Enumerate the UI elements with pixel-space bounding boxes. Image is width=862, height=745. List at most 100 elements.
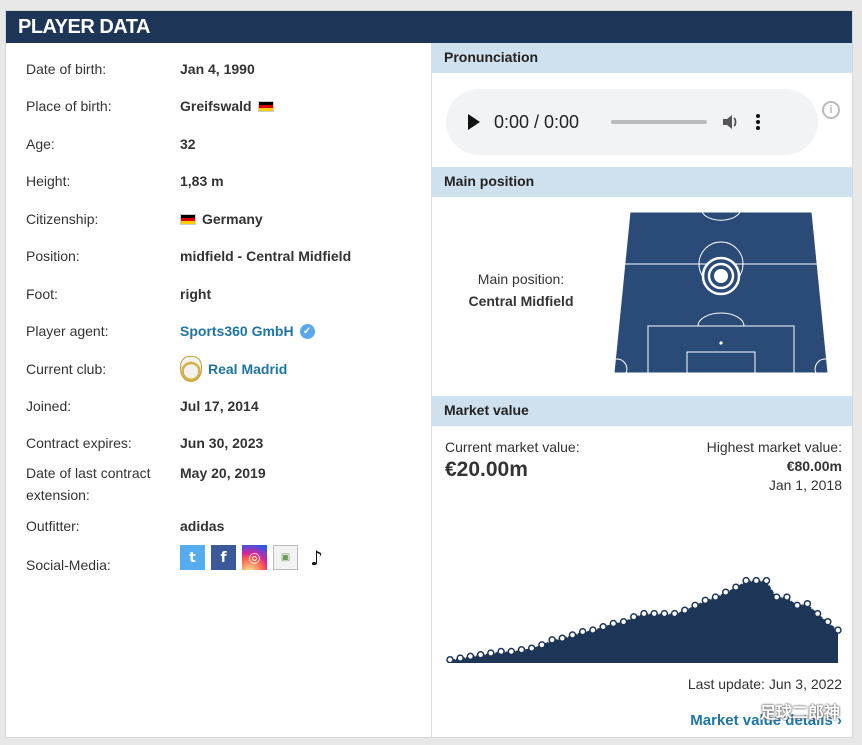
chart-point xyxy=(772,593,781,601)
player-data-box: PLAYER DATA Date of birth: Jan 4, 1990 P… xyxy=(5,10,853,738)
pronunciation-header: Pronunciation xyxy=(432,43,852,73)
audio-player: 0:00 / 0:00 xyxy=(446,89,818,155)
info-label: Date of birth: xyxy=(26,61,107,77)
chart-point xyxy=(640,609,648,618)
chart-point xyxy=(711,593,720,601)
volume-icon[interactable] xyxy=(721,112,741,132)
chart-point xyxy=(609,619,618,628)
chart-point xyxy=(834,626,842,634)
chart-point xyxy=(538,641,546,649)
info-label: Current club: xyxy=(26,361,107,377)
chart-point xyxy=(548,636,556,644)
tiktok-icon[interactable]: ♪ xyxy=(304,545,329,570)
chart-point xyxy=(507,647,516,656)
birthplace-value: Greifswald xyxy=(180,98,252,114)
chart-point xyxy=(793,601,801,610)
chart-point xyxy=(558,634,567,643)
chart-point xyxy=(670,609,679,618)
section-header: PLAYER DATA xyxy=(6,11,852,43)
main-position-header: Main position xyxy=(432,167,852,197)
chart-point xyxy=(497,647,505,656)
chart-point xyxy=(630,613,638,621)
verified-icon: ✓ xyxy=(299,323,315,339)
chart-point xyxy=(619,618,628,626)
citizenship-value: Germany xyxy=(202,211,263,227)
social-media-icons: t f ◎ ▣ ♪ xyxy=(180,545,329,570)
market-value-title: Market value xyxy=(444,402,529,418)
info-label: Player agent: xyxy=(26,323,109,339)
germany-flag-icon xyxy=(257,100,274,112)
info-label: Citizenship: xyxy=(26,211,99,227)
info-label: Contract expires: xyxy=(26,435,132,451)
last-extension-value: May 20, 2019 xyxy=(180,465,266,481)
current-value-label: Current market value: xyxy=(445,439,580,455)
info-label: Foot: xyxy=(26,286,58,302)
instagram-icon[interactable]: ◎ xyxy=(242,545,267,570)
contract-expires-value: Jun 30, 2023 xyxy=(180,435,264,451)
current-value: €20.00m xyxy=(445,458,528,481)
twitter-icon[interactable]: t xyxy=(180,545,205,570)
pronunciation-title: Pronunciation xyxy=(444,49,539,65)
market-value-details-link[interactable]: Market value details › xyxy=(690,712,842,729)
right-panel: Pronunciation 0:00 / 0:00 i Main positio… xyxy=(431,43,852,737)
info-label: Age: xyxy=(26,136,55,152)
chart-point xyxy=(803,599,812,608)
chart-point xyxy=(813,609,822,618)
info-label: Outfitter: xyxy=(26,518,80,534)
chart-point xyxy=(487,649,495,657)
height-value: 1,83 m xyxy=(180,173,224,189)
info-label: Date of last contract extension: xyxy=(26,465,151,503)
chart-point xyxy=(650,609,658,618)
info-label: Place of birth: xyxy=(26,98,112,114)
chart-point xyxy=(599,623,607,631)
facebook-icon[interactable]: f xyxy=(211,545,236,570)
chart-point xyxy=(446,655,454,663)
agent-link[interactable]: Sports360 GmbH xyxy=(180,323,294,339)
chart-point xyxy=(742,576,750,585)
info-label: Joined: xyxy=(26,398,72,414)
market-value-header: Market value xyxy=(432,396,852,426)
info-label: Position: xyxy=(26,248,80,264)
broken-image-icon[interactable]: ▣ xyxy=(273,545,298,570)
chart-point xyxy=(456,654,464,662)
highest-value-date: Jan 1, 2018 xyxy=(768,477,842,493)
chart-point xyxy=(691,601,699,610)
last-update: Last update: Jun 3, 2022 xyxy=(687,676,842,692)
chart-point xyxy=(660,609,669,618)
section-title: PLAYER DATA xyxy=(18,16,150,38)
info-label: Height: xyxy=(26,173,71,189)
chart-point xyxy=(527,644,536,652)
market-value-chart[interactable] xyxy=(446,513,842,663)
chart-point xyxy=(681,606,689,615)
chart-point xyxy=(762,576,771,585)
info-label: Social-Media: xyxy=(26,557,111,573)
chart-point xyxy=(466,652,475,661)
audio-progress-bar[interactable] xyxy=(611,120,708,124)
chart-point xyxy=(824,618,832,626)
chart-point xyxy=(783,593,791,601)
club-link[interactable]: Real Madrid xyxy=(208,361,288,377)
chart-point xyxy=(578,627,587,636)
football-pitch xyxy=(613,211,829,374)
chart-point xyxy=(568,631,577,639)
info-icon[interactable]: i xyxy=(822,101,840,119)
outfitter-value: adidas xyxy=(180,518,225,534)
main-position-title: Main position xyxy=(444,173,535,189)
birthdate-link[interactable]: Jan 4, 1990 xyxy=(180,61,255,77)
chart-point xyxy=(721,588,730,596)
market-value-details-text[interactable]: Market value details xyxy=(690,712,833,729)
play-icon[interactable] xyxy=(468,114,480,130)
audio-time: 0:00 / 0:00 xyxy=(494,111,580,132)
player-info-list: Date of birth: Jan 4, 1990 Place of birt… xyxy=(6,43,429,737)
foot-value: right xyxy=(180,286,212,302)
chart-point xyxy=(589,626,597,634)
chart-point xyxy=(732,583,740,591)
chart-area xyxy=(450,580,838,663)
club-crest-icon[interactable] xyxy=(180,356,202,382)
main-position-label: Main position: xyxy=(477,271,565,287)
chart-point xyxy=(752,576,761,585)
more-options-icon[interactable] xyxy=(755,112,761,132)
joined-value: Jul 17, 2014 xyxy=(180,398,259,414)
highest-value: €80.00m xyxy=(786,458,842,474)
highest-value-label: Highest market value: xyxy=(706,439,842,455)
